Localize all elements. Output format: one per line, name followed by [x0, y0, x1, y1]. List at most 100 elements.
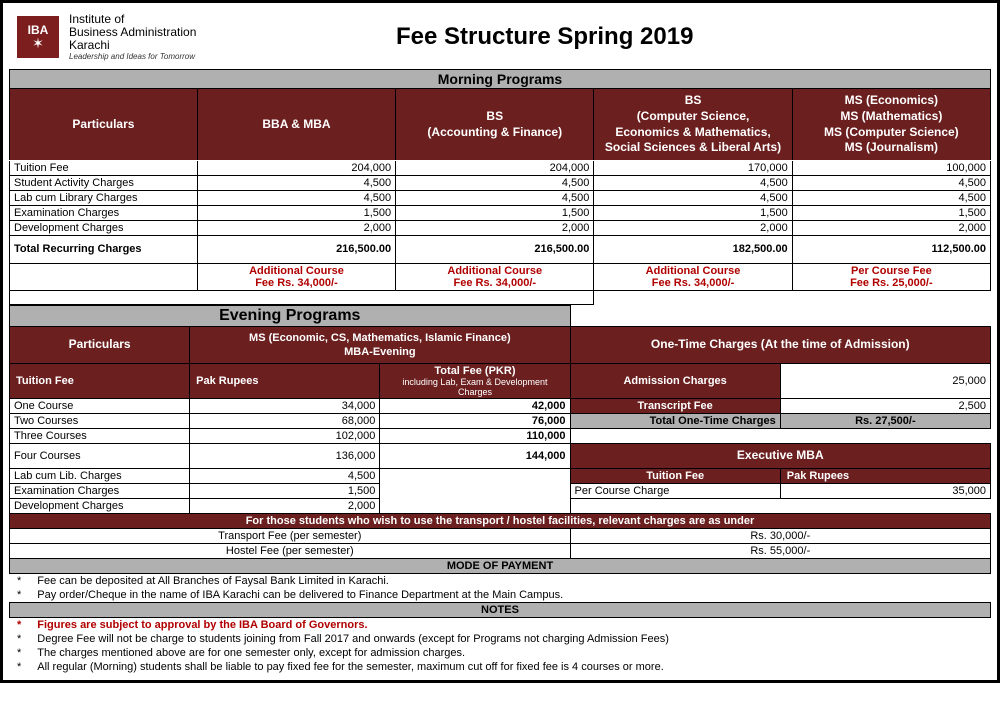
mode-heading: MODE OF PAYMENT	[10, 558, 991, 573]
notes-heading: NOTES	[10, 602, 991, 617]
morning-cell: 2,000	[396, 220, 594, 235]
morning-row-label: Development Charges	[10, 220, 198, 235]
ev-ex0-v: 4,500	[190, 468, 380, 483]
notes-bar-table: NOTES	[9, 602, 991, 618]
evening-tuition-label: Tuition Fee	[10, 364, 190, 399]
lower-layout: Evening Programs Particulars MS (Economi…	[9, 305, 991, 574]
inst-motto: Leadership and Ideas for Tomorrow	[69, 53, 196, 62]
morning-cell: 4,500	[197, 190, 395, 205]
morning-cell: 1,500	[792, 205, 990, 220]
evening-col2: Total Fee (PKR) including Lab, Exam & De…	[380, 364, 570, 399]
morning-total-2: 182,500.00	[594, 235, 792, 263]
onetime-adm-val: 25,000	[780, 364, 990, 399]
morning-col-3: MS (Economics)MS (Mathematics)MS (Comput…	[792, 89, 990, 160]
evening-col2-sub: including Lab, Exam & Development Charge…	[384, 377, 565, 397]
morning-row-label: Lab cum Library Charges	[10, 190, 198, 205]
morning-cell: 1,500	[594, 205, 792, 220]
note-red: Figures are subject to approval by the I…	[29, 618, 991, 632]
morning-cell: 1,500	[197, 205, 395, 220]
morning-col-1: BS(Accounting & Finance)	[396, 89, 594, 160]
morning-col-0: BBA & MBA	[197, 89, 395, 160]
ev-r3-v2: 144,000	[380, 444, 570, 469]
facilities-heading: For those students who wish to use the t…	[10, 513, 991, 528]
morning-extra-0: Additional CourseFee Rs. 34,000/-	[197, 263, 395, 290]
ev-ex2-v: 2,000	[190, 498, 380, 513]
morning-extra-2: Additional CourseFee Rs. 34,000/-	[594, 263, 792, 290]
ev-ex1-l: Examination Charges	[10, 483, 190, 498]
ev-r1-l: Two Courses	[10, 414, 190, 429]
morning-table: Morning Programs Particulars BBA & MBA B…	[9, 69, 991, 304]
morning-cell: 4,500	[594, 190, 792, 205]
morning-cell: 204,000	[396, 160, 594, 175]
morning-extra-blank	[10, 263, 198, 290]
onetime-trans-label: Transcript Fee	[570, 399, 780, 414]
morning-row: Lab cum Library Charges4,5004,5004,5004,…	[10, 190, 991, 205]
emba-row-label: Per Course Charge	[570, 483, 780, 498]
morning-cell: 4,500	[792, 190, 990, 205]
onetime-adm-label: Admission Charges	[570, 364, 780, 399]
morning-cell: 100,000	[792, 160, 990, 175]
ev-r0-v2: 42,000	[380, 399, 570, 414]
evening-heading: Evening Programs	[10, 305, 571, 326]
emba-col: Pak Rupees	[780, 468, 990, 483]
logo-star-icon: ✶	[32, 36, 44, 50]
ev-r0-l: One Course	[10, 399, 190, 414]
notes-list: *Figures are subject to approval by the …	[9, 618, 991, 674]
morning-cell: 4,500	[396, 175, 594, 190]
evening-particulars-header: Particulars	[10, 326, 190, 364]
morning-extra-3: Per Course FeeFee Rs. 25,000/-	[792, 263, 990, 290]
onetime-total-label: Total One-Time Charges	[570, 414, 780, 429]
morning-cell: 2,000	[792, 220, 990, 235]
ev-ex0-l: Lab cum Lib. Charges	[10, 468, 190, 483]
note-0: Degree Fee will not be charge to student…	[29, 632, 991, 646]
morning-heading: Morning Programs	[10, 70, 991, 89]
morning-extra-1: Additional CourseFee Rs. 34,000/-	[396, 263, 594, 290]
ev-r2-l: Three Courses	[10, 429, 190, 444]
morning-row-label: Tuition Fee	[10, 160, 198, 175]
ev-r2-v1: 102,000	[190, 429, 380, 444]
morning-cell: 2,000	[594, 220, 792, 235]
mode-1: Pay order/Cheque in the name of IBA Kara…	[29, 588, 991, 602]
morning-col-2: BS(Computer Science,Economics & Mathemat…	[594, 89, 792, 160]
morning-total-3: 112,500.00	[792, 235, 990, 263]
fac-0-v: Rs. 30,000/-	[570, 528, 990, 543]
morning-cell: 170,000	[594, 160, 792, 175]
emba-tuition-label: Tuition Fee	[570, 468, 780, 483]
morning-total-0: 216,500.00	[197, 235, 395, 263]
morning-cell: 204,000	[197, 160, 395, 175]
ev-r3-l: Four Courses	[10, 444, 190, 469]
particulars-header: Particulars	[10, 89, 198, 160]
evening-col2-title: Total Fee (PKR)	[384, 365, 565, 377]
ev-r0-v1: 34,000	[190, 399, 380, 414]
onetime-total-val: Rs. 27,500/-	[780, 414, 990, 429]
fac-1-v: Rs. 55,000/-	[570, 543, 990, 558]
onetime-heading: One-Time Charges (At the time of Admissi…	[570, 326, 990, 364]
evening-col1: Pak Rupees	[190, 364, 380, 399]
morning-cell: 1,500	[396, 205, 594, 220]
evening-program-header: MS (Economic, CS, Mathematics, Islamic F…	[190, 326, 570, 364]
morning-row: Tuition Fee204,000204,000170,000100,000	[10, 160, 991, 175]
institute-name: Institute of Business Administration Kar…	[69, 13, 196, 61]
ev-r1-v2: 76,000	[380, 414, 570, 429]
morning-cell: 4,500	[396, 190, 594, 205]
page-title: Fee Structure Spring 2019	[206, 23, 983, 51]
mode-notes: *Fee can be deposited at All Branches of…	[9, 574, 991, 602]
emba-row-val: 35,000	[780, 483, 990, 498]
document-header: IBA ✶ Institute of Business Administrati…	[9, 9, 991, 69]
morning-row: Development Charges2,0002,0002,0002,000	[10, 220, 991, 235]
morning-cell: 4,500	[197, 175, 395, 190]
iba-logo: IBA ✶	[17, 16, 59, 58]
inst-line3: Karachi	[69, 39, 196, 52]
ev-r3-v1: 136,000	[190, 444, 380, 469]
note-2: All regular (Morning) students shall be …	[29, 660, 991, 674]
morning-total-1: 216,500.00	[396, 235, 594, 263]
morning-cell: 2,000	[197, 220, 395, 235]
morning-cell: 4,500	[594, 175, 792, 190]
morning-cell: 4,500	[792, 175, 990, 190]
emba-heading: Executive MBA	[570, 444, 990, 469]
fac-0-l: Transport Fee (per semester)	[10, 528, 571, 543]
total-recurring-label: Total Recurring Charges	[10, 235, 198, 263]
note-1: The charges mentioned above are for one …	[29, 646, 991, 660]
morning-row: Examination Charges1,5001,5001,5001,500	[10, 205, 991, 220]
ev-r2-v2: 110,000	[380, 429, 570, 444]
